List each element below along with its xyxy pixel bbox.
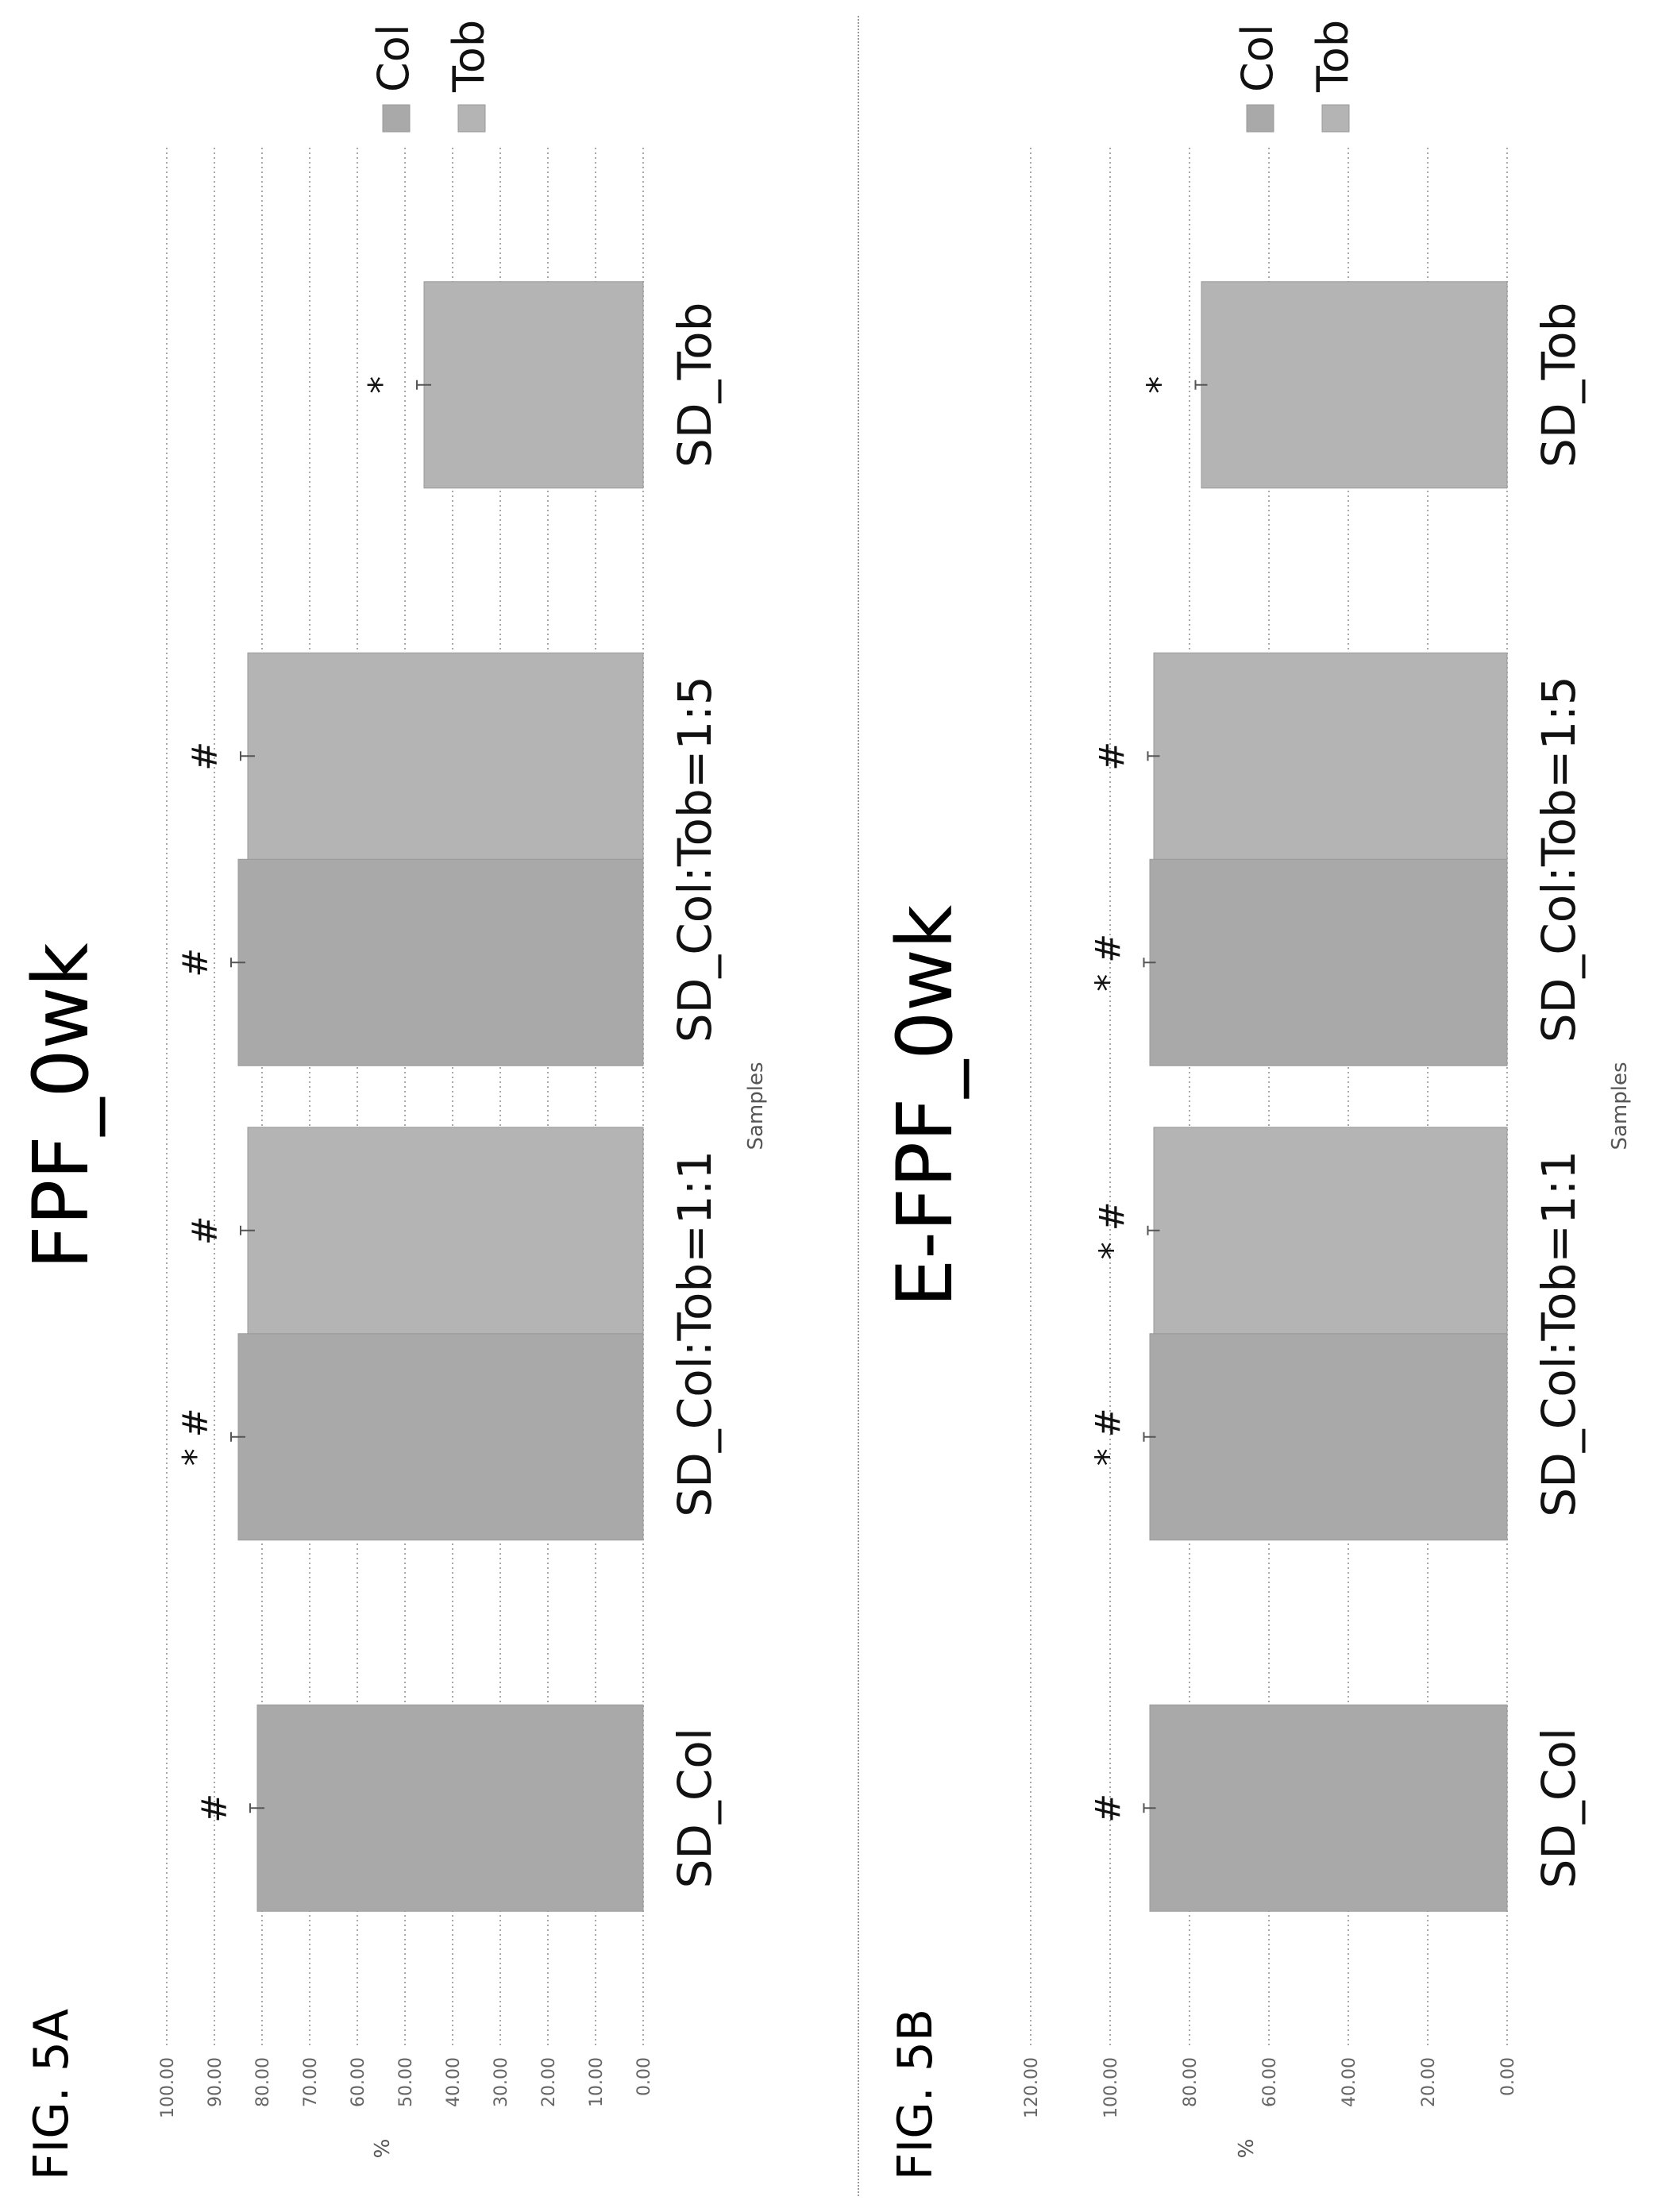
y-axis-label: %	[371, 2139, 395, 2159]
bar	[256, 1704, 644, 1912]
significance-marker: *	[1140, 376, 1181, 394]
bar	[1149, 858, 1508, 1066]
x-tick-labels: SD_Col SD_Col:Tob=1:1 SD_Col:Tob=1:5 SD_Tob	[668, 303, 722, 1889]
y-tick-label: 60.00	[1260, 2057, 1280, 2107]
bars	[1149, 281, 1508, 1912]
bar	[1153, 652, 1508, 860]
x-tick-label: SD_Col	[668, 1728, 722, 1889]
legend: Col Tob	[1232, 20, 1358, 133]
panel-divider	[858, 16, 859, 2196]
significance-marker: *	[361, 376, 402, 394]
y-tick-label: 80.00	[253, 2057, 273, 2107]
legend-label: Col	[1232, 24, 1282, 92]
y-tick-label: 40.00	[1340, 2057, 1359, 2107]
y-tick-label: 20.00	[1419, 2057, 1439, 2107]
significance-marker: #	[175, 948, 216, 977]
bar	[247, 652, 644, 860]
y-tick-label: 10.00	[587, 2057, 607, 2107]
bar	[247, 1127, 644, 1335]
significance-marker: * #	[175, 1408, 216, 1466]
error-bars	[230, 380, 431, 1813]
y-tick-label: 100.00	[158, 2057, 178, 2118]
chart-fig-5b: FIG. 5B E-FPF_0wk % Samples 120.00 100.00…	[881, 20, 1632, 2180]
legend-label: Tob	[1308, 20, 1358, 93]
y-tick-label: 90.00	[206, 2057, 226, 2107]
figure-label: FIG. 5B	[888, 2009, 943, 2180]
x-axis-label: Samples	[744, 1062, 768, 1150]
x-tick-label: SD_Tob	[1532, 303, 1586, 468]
legend-swatch	[457, 104, 486, 133]
y-tick-labels: 100.00 90.00 80.00 70.00 60.00 50.00 40.00 30.0…	[158, 2057, 654, 2118]
y-tick-labels: 120.00 100.00 80.00 60.00 40.00 20.00 0.00	[1022, 2057, 1518, 2118]
significance-marker: * #	[1089, 1408, 1129, 1466]
significance-marker: #	[185, 1216, 226, 1245]
y-tick-label: 40.00	[444, 2057, 464, 2107]
y-tick-label: 80.00	[1181, 2057, 1201, 2107]
x-axis-label: Samples	[1608, 1062, 1632, 1150]
significance-marker: #	[185, 742, 226, 771]
y-tick-label: 50.00	[396, 2057, 416, 2107]
significance-markers: # * # # # # *	[175, 376, 402, 1823]
bar	[1201, 281, 1508, 489]
bar	[237, 1333, 644, 1541]
chart-title: FPF_0wk	[17, 942, 106, 1270]
x-tick-label: SD_Col:Tob=1:1	[1532, 1150, 1586, 1517]
x-tick-label: SD_Tob	[668, 303, 722, 468]
y-tick-label: 60.00	[349, 2057, 368, 2107]
chart-fig-5a: FIG. 5A FPF_0wk % Samples 100.00 90.00 80.…	[17, 20, 768, 2180]
y-axis-label: %	[1235, 2139, 1259, 2159]
bars	[237, 281, 644, 1912]
legend: Col Tob	[368, 20, 494, 133]
bar	[1153, 1127, 1508, 1335]
y-tick-label: 0.00	[634, 2057, 654, 2096]
x-tick-label: SD_Col	[1532, 1728, 1586, 1889]
y-tick-label: 120.00	[1022, 2057, 1042, 2118]
x-tick-labels: SD_Col SD_Col:Tob=1:1 SD_Col:Tob=1:5 SD_Tob	[1532, 303, 1586, 1889]
x-tick-label: SD_Col:Tob=1:1	[668, 1150, 722, 1517]
y-tick-label: 20.00	[539, 2057, 559, 2107]
bar	[423, 281, 644, 489]
y-tick-label: 30.00	[492, 2057, 511, 2107]
significance-markers: # * # * # * # # *	[1089, 376, 1181, 1823]
y-tick-label: 100.00	[1101, 2057, 1121, 2118]
legend-swatch	[382, 104, 411, 133]
y-tick-label: 0.00	[1498, 2057, 1518, 2096]
chart-title: E-FPF_0wk	[881, 904, 970, 1307]
x-tick-label: SD_Col:Tob=1:5	[1532, 676, 1586, 1042]
gridlines	[1030, 148, 1508, 2045]
significance-marker: #	[1089, 1794, 1129, 1823]
significance-marker: #	[195, 1794, 235, 1823]
legend-label: Col	[368, 24, 418, 92]
legend-swatch	[1246, 104, 1274, 133]
gridlines	[166, 148, 644, 2045]
x-tick-label: SD_Col:Tob=1:5	[668, 676, 722, 1042]
bar	[1149, 1333, 1508, 1541]
bar	[237, 858, 644, 1066]
significance-marker: * #	[1089, 934, 1129, 992]
error-bars	[1143, 380, 1208, 1813]
y-tick-label: 70.00	[301, 2057, 321, 2107]
significance-marker: * #	[1093, 1201, 1133, 1259]
legend-swatch	[1321, 104, 1350, 133]
significance-marker: #	[1093, 742, 1133, 771]
figure-label: FIG. 5A	[24, 2009, 79, 2180]
bar	[1149, 1704, 1508, 1912]
legend-label: Tob	[444, 20, 494, 93]
